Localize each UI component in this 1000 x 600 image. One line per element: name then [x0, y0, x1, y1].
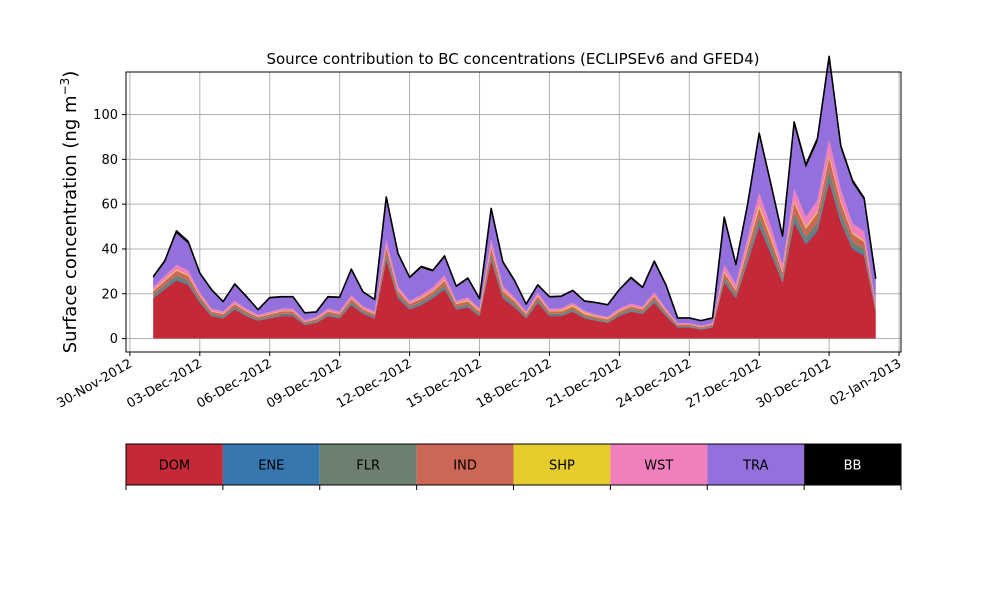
- legend-swatch-bb: [804, 444, 902, 485]
- chart-title: Source contribution to BC concentrations…: [266, 50, 759, 68]
- total-line: [152, 55, 877, 322]
- legend-label-ene: ENE: [258, 459, 284, 474]
- x-tick-label: 09-Dec-2012: [264, 356, 344, 411]
- x-tick-label: 24-Dec-2012: [614, 356, 694, 411]
- legend-swatch-dom: [126, 444, 223, 485]
- legend-swatch-ene: [222, 444, 320, 485]
- total-line-layer: [152, 55, 877, 322]
- y-axis-label-close: ): [60, 71, 81, 78]
- x-tick-label: 15-Dec-2012: [404, 356, 484, 411]
- legend-label-ind: IND: [453, 459, 477, 474]
- legend-swatch-shp: [513, 444, 611, 485]
- x-tick-label: 30-Dec-2012: [754, 356, 834, 411]
- x-tick-label: 18-Dec-2012: [474, 356, 554, 411]
- y-tick-label: 0: [110, 332, 118, 347]
- x-tick-label: 12-Dec-2012: [334, 356, 414, 411]
- y-tick-label: 40: [101, 242, 118, 257]
- y-axis-label-main: Surface concentration (ng m: [60, 95, 81, 353]
- legend-label-wst: WST: [644, 459, 673, 474]
- y-tick-label: 60: [101, 198, 118, 213]
- legend-label-flr: FLR: [356, 459, 380, 474]
- stacked-areas: [153, 56, 876, 339]
- x-tick-label: 30-Nov-2012: [55, 356, 135, 411]
- legend-swatch-tra: [707, 444, 805, 485]
- y-axis-label-superscript: −3: [58, 78, 72, 96]
- y-axis-ticks: 0 20 40 60 80 100: [93, 108, 126, 347]
- y-tick-label: 20: [101, 287, 118, 302]
- legend-label-tra: TRA: [742, 459, 768, 474]
- legend-swatch-wst: [610, 444, 708, 485]
- x-axis-ticks: 30-Nov-201203-Dec-201206-Dec-201209-Dec-…: [55, 352, 904, 412]
- legend-label-shp: SHP: [549, 459, 575, 474]
- x-tick-label: 27-Dec-2012: [684, 356, 764, 411]
- y-axis-label: Surface concentration (ng m−3): [58, 71, 81, 354]
- legend-swatch-flr: [319, 444, 417, 485]
- legend-label-dom: DOM: [159, 459, 190, 474]
- x-tick-label: 03-Dec-2012: [124, 356, 204, 411]
- x-tick-label: 06-Dec-2012: [194, 356, 274, 411]
- y-tick-label: 100: [93, 108, 118, 123]
- y-tick-label: 80: [101, 153, 118, 168]
- plot-frame: [125, 71, 902, 353]
- legend-label-bb: BB: [844, 459, 862, 474]
- legend: DOM ENE FLR IND SHP WST TRA BB: [125, 443, 902, 490]
- x-tick-label: 02-Jan-2013: [827, 356, 904, 409]
- legend-swatch-ind: [416, 444, 514, 485]
- x-tick-label: 21-Dec-2012: [544, 356, 624, 411]
